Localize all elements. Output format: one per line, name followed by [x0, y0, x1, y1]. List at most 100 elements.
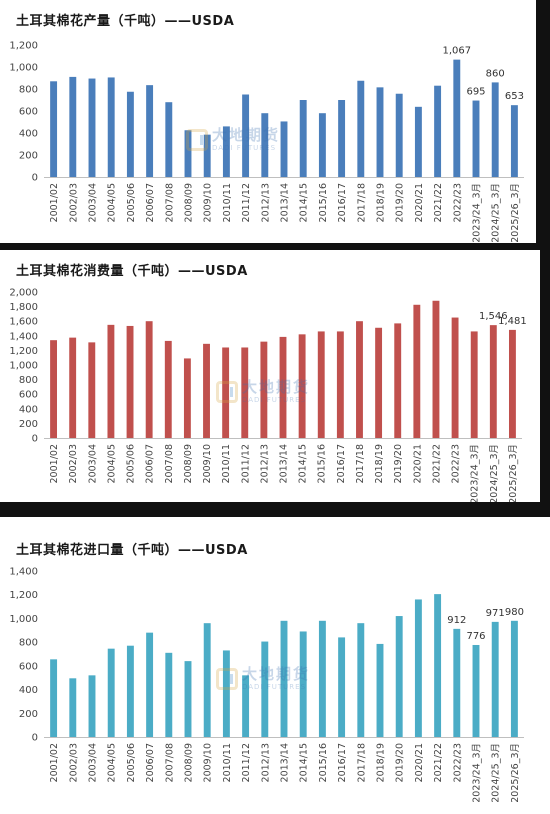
y-tick-label: 1,600	[9, 317, 38, 328]
x-tick-label: 2020/21	[414, 743, 425, 782]
bar	[203, 343, 210, 438]
x-tick-label: 2010/11	[221, 444, 232, 483]
bar	[472, 644, 480, 737]
bar	[510, 105, 518, 177]
x-tick-label: 2022/23	[451, 444, 462, 483]
bar	[453, 628, 461, 737]
x-tick-label: 2018/19	[374, 444, 385, 483]
bar	[394, 323, 402, 438]
bar	[414, 106, 422, 177]
x-tick-label: 2025/26_3月	[510, 743, 521, 803]
y-tick-label: 800	[19, 375, 38, 386]
data-label: 1,067	[442, 46, 471, 57]
x-tick-label: 2022/23	[452, 183, 463, 222]
y-tick-label: 1,200	[9, 590, 38, 601]
bar	[88, 78, 96, 177]
x-tick-label: 2014/15	[299, 743, 310, 782]
y-tick-label: 200	[19, 709, 38, 720]
x-tick-label: 2017/18	[356, 743, 367, 782]
x-tick-label: 2007/08	[164, 444, 175, 483]
bar	[222, 650, 230, 737]
x-tick-label: 2019/20	[395, 183, 406, 222]
x-tick-label: 2023/24_3月	[472, 183, 483, 243]
imports-bar-chart: 0 200 400 600 800 1,000 1,200 1,400 2001/02 2002/…	[9, 567, 524, 803]
x-tick-label: 2021/22	[431, 444, 442, 483]
y-tick-label: 400	[19, 129, 38, 140]
y-tick-label: 1,200	[9, 41, 38, 52]
x-tick-label: 2006/07	[145, 444, 156, 483]
x-tick-label: 2025/26_3月	[510, 183, 521, 243]
x-tick-label: 2015/16	[318, 183, 329, 222]
x-tick-label: 2001/02	[49, 183, 60, 222]
x-tick-label: 2013/14	[279, 444, 290, 483]
x-tick-label: 2005/06	[126, 743, 137, 782]
x-tick-label: 2024/25_3月	[491, 183, 502, 243]
x-tick-label: 2019/20	[393, 444, 404, 483]
bar	[375, 327, 383, 438]
bar	[242, 675, 250, 737]
x-tick-label: 2012/13	[260, 743, 271, 782]
x-tick-label: 2011/12	[240, 444, 251, 483]
x-tick-label: 2014/15	[299, 183, 310, 222]
y-tick-label: 800	[19, 85, 38, 96]
bar	[69, 337, 77, 438]
data-label: 653	[505, 91, 524, 102]
bar	[338, 100, 346, 177]
y-tick-label: 600	[19, 390, 38, 401]
x-tick-label: 2004/05	[106, 444, 117, 483]
consumption-chart-panel: 土耳其棉花消费量（千吨）——USDA 0 200 400 600 800 1,000 1,2…	[0, 250, 540, 502]
production-chart-title: 土耳其棉花产量（千吨）——USDA	[16, 14, 235, 29]
data-label: 695	[466, 87, 485, 98]
bar	[242, 94, 250, 177]
y-tick-label: 400	[19, 685, 38, 696]
data-label: 1,481	[498, 316, 527, 327]
bar	[376, 87, 384, 177]
x-tick-label: 2021/22	[433, 183, 444, 222]
y-tick-label: 1,400	[9, 331, 38, 342]
bar	[50, 659, 58, 737]
data-label: 776	[466, 631, 485, 642]
x-tick-label: 2004/05	[107, 743, 118, 782]
bar	[510, 620, 518, 737]
x-tick-label: 2016/17	[337, 183, 348, 222]
data-label: 971	[486, 608, 505, 619]
x-tick-label: 2005/06	[126, 183, 137, 222]
bar	[165, 652, 173, 737]
x-tick-label: 2013/14	[280, 183, 291, 222]
bar	[395, 93, 403, 177]
x-tick-label: 2008/09	[184, 183, 195, 222]
bar	[69, 76, 77, 177]
y-tick-label: 1,000	[9, 361, 38, 372]
bar	[338, 637, 346, 737]
y-tick-label: 1,000	[9, 63, 38, 74]
production-bar-chart: 0 200 400 600 800 1,000 1,200 2001/02 2002/03 200…	[9, 41, 524, 243]
data-label: 912	[447, 615, 466, 626]
bar	[280, 620, 288, 737]
x-tick-label: 2023/24_3月	[472, 743, 483, 803]
x-tick-label: 2015/16	[318, 743, 329, 782]
bar	[434, 85, 442, 177]
bar	[298, 334, 306, 438]
x-tick-label: 2017/18	[356, 183, 367, 222]
y-tick-label: 0	[32, 434, 38, 445]
bar	[165, 102, 173, 177]
x-tick-label: 2022/23	[452, 743, 463, 782]
x-tick-label: 2008/09	[184, 743, 195, 782]
consumption-chart-title: 土耳其棉花消费量（千吨）——USDA	[16, 264, 248, 279]
y-tick-label: 600	[19, 107, 38, 118]
x-tick-label: 2012/13	[260, 183, 271, 222]
bar	[50, 340, 58, 438]
bar	[472, 100, 480, 177]
x-tick-label: 2002/03	[68, 183, 79, 222]
x-tick-label: 2023/24_3月	[470, 444, 481, 502]
bar	[356, 321, 363, 438]
x-tick-label: 2010/11	[222, 183, 233, 222]
bar	[203, 623, 211, 737]
bar	[146, 85, 154, 177]
bar	[88, 342, 96, 438]
bar	[184, 130, 192, 177]
y-tick-label: 1,000	[9, 614, 38, 625]
bar	[395, 616, 403, 737]
bar	[318, 620, 326, 737]
bar	[432, 300, 440, 438]
